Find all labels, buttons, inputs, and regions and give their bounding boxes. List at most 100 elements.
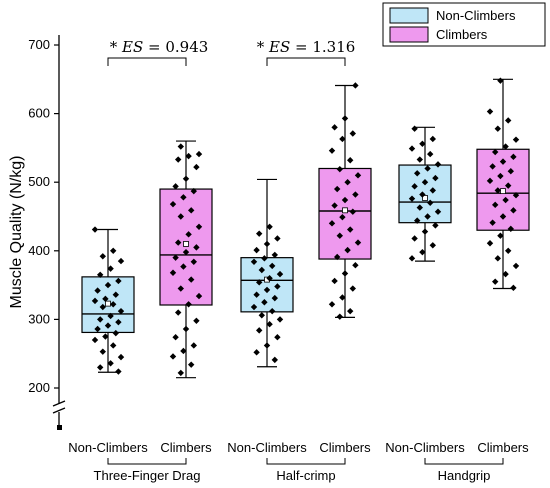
data-point <box>190 342 197 349</box>
category-labels: Non-Climbers Climbers Non-Climbers Climb… <box>68 440 529 455</box>
data-point <box>497 172 504 180</box>
data-point <box>492 201 499 209</box>
data-point <box>94 287 101 294</box>
data-point <box>188 207 195 214</box>
data-point <box>263 342 271 349</box>
data-point <box>408 255 416 262</box>
data-point <box>175 309 182 316</box>
data-point <box>510 207 517 214</box>
data-point <box>429 135 436 143</box>
legend-swatch-climbers <box>389 26 429 43</box>
data-point <box>408 145 416 152</box>
data-point <box>195 223 203 230</box>
data-point <box>336 165 343 173</box>
data-point <box>177 285 184 292</box>
category-label: Non-Climbers <box>68 440 148 455</box>
box-plot <box>159 140 213 379</box>
data-point <box>499 213 507 220</box>
data-point <box>336 232 343 239</box>
data-point <box>432 222 439 229</box>
data-point <box>429 187 436 194</box>
data-point <box>502 196 509 204</box>
data-point <box>269 262 276 270</box>
box-plot <box>81 226 135 375</box>
axis-origin-marker <box>57 425 62 430</box>
data-point <box>419 191 426 198</box>
data-point <box>112 329 119 337</box>
data-point <box>274 235 281 242</box>
y-tick-label: 200 <box>28 380 50 395</box>
data-point <box>354 239 362 246</box>
data-point <box>486 108 494 115</box>
data-point <box>107 312 114 320</box>
data-point <box>177 143 184 150</box>
data-point <box>271 294 278 302</box>
data-point <box>492 148 499 156</box>
box-series <box>81 77 530 379</box>
data-point <box>349 130 356 137</box>
data-point <box>195 292 203 300</box>
data-point <box>177 213 184 220</box>
data-point <box>256 327 263 334</box>
legend-label-non-climbers: Non-Climbers <box>436 8 516 23</box>
data-point <box>180 263 187 270</box>
axes <box>52 35 66 430</box>
y-ticks: 200 300 400 500 600 700 <box>28 37 59 395</box>
data-point <box>421 179 429 186</box>
data-point <box>512 192 520 199</box>
legend-label-climbers: Climbers <box>436 27 488 42</box>
mean-marker <box>342 207 348 214</box>
data-point <box>188 276 195 283</box>
data-point <box>169 200 177 208</box>
data-point <box>339 294 346 301</box>
data-point <box>253 246 260 254</box>
data-point <box>263 286 271 294</box>
data-point <box>334 185 341 193</box>
data-point <box>250 258 258 265</box>
effect-size-label: * ES = 0.943 <box>110 38 209 56</box>
data-point <box>274 283 281 290</box>
data-point <box>497 77 504 84</box>
data-point <box>347 157 354 164</box>
data-point <box>253 291 260 298</box>
mean-marker <box>183 241 189 247</box>
data-point <box>489 219 496 226</box>
data-point <box>328 301 336 308</box>
box-plot <box>476 77 530 292</box>
data-point <box>97 364 104 371</box>
data-point <box>507 225 514 233</box>
data-point <box>182 325 190 333</box>
data-point <box>414 170 421 177</box>
data-point <box>336 313 343 320</box>
group-label: Handgrip <box>438 468 491 483</box>
data-point <box>421 228 429 235</box>
data-point <box>172 334 179 341</box>
data-point <box>505 182 512 189</box>
data-point <box>416 156 423 163</box>
data-point <box>486 240 494 247</box>
data-point <box>494 255 501 262</box>
data-point <box>411 183 418 190</box>
data-point <box>193 163 200 171</box>
data-point <box>193 244 200 251</box>
y-tick-label: 600 <box>28 106 50 121</box>
data-point <box>256 279 263 286</box>
mean-marker <box>500 188 506 195</box>
data-point <box>91 336 99 344</box>
data-point <box>256 230 263 237</box>
data-point <box>339 213 346 221</box>
significance-bracket <box>107 57 187 66</box>
data-point <box>115 277 122 285</box>
data-point <box>497 232 504 239</box>
data-point <box>411 125 418 132</box>
data-point <box>510 153 517 161</box>
data-point <box>492 278 499 285</box>
data-point <box>172 183 179 190</box>
data-point <box>347 226 354 233</box>
group-brackets: Three-Finger Drag Half-crimp Handgrip <box>94 458 504 483</box>
effect-size-annotations: * ES = 0.943 * ES = 1.316 <box>107 38 355 66</box>
data-point <box>250 303 258 311</box>
data-point <box>112 291 119 298</box>
category-label: Climbers <box>319 440 371 455</box>
axis-break-mark-1 <box>52 400 66 407</box>
